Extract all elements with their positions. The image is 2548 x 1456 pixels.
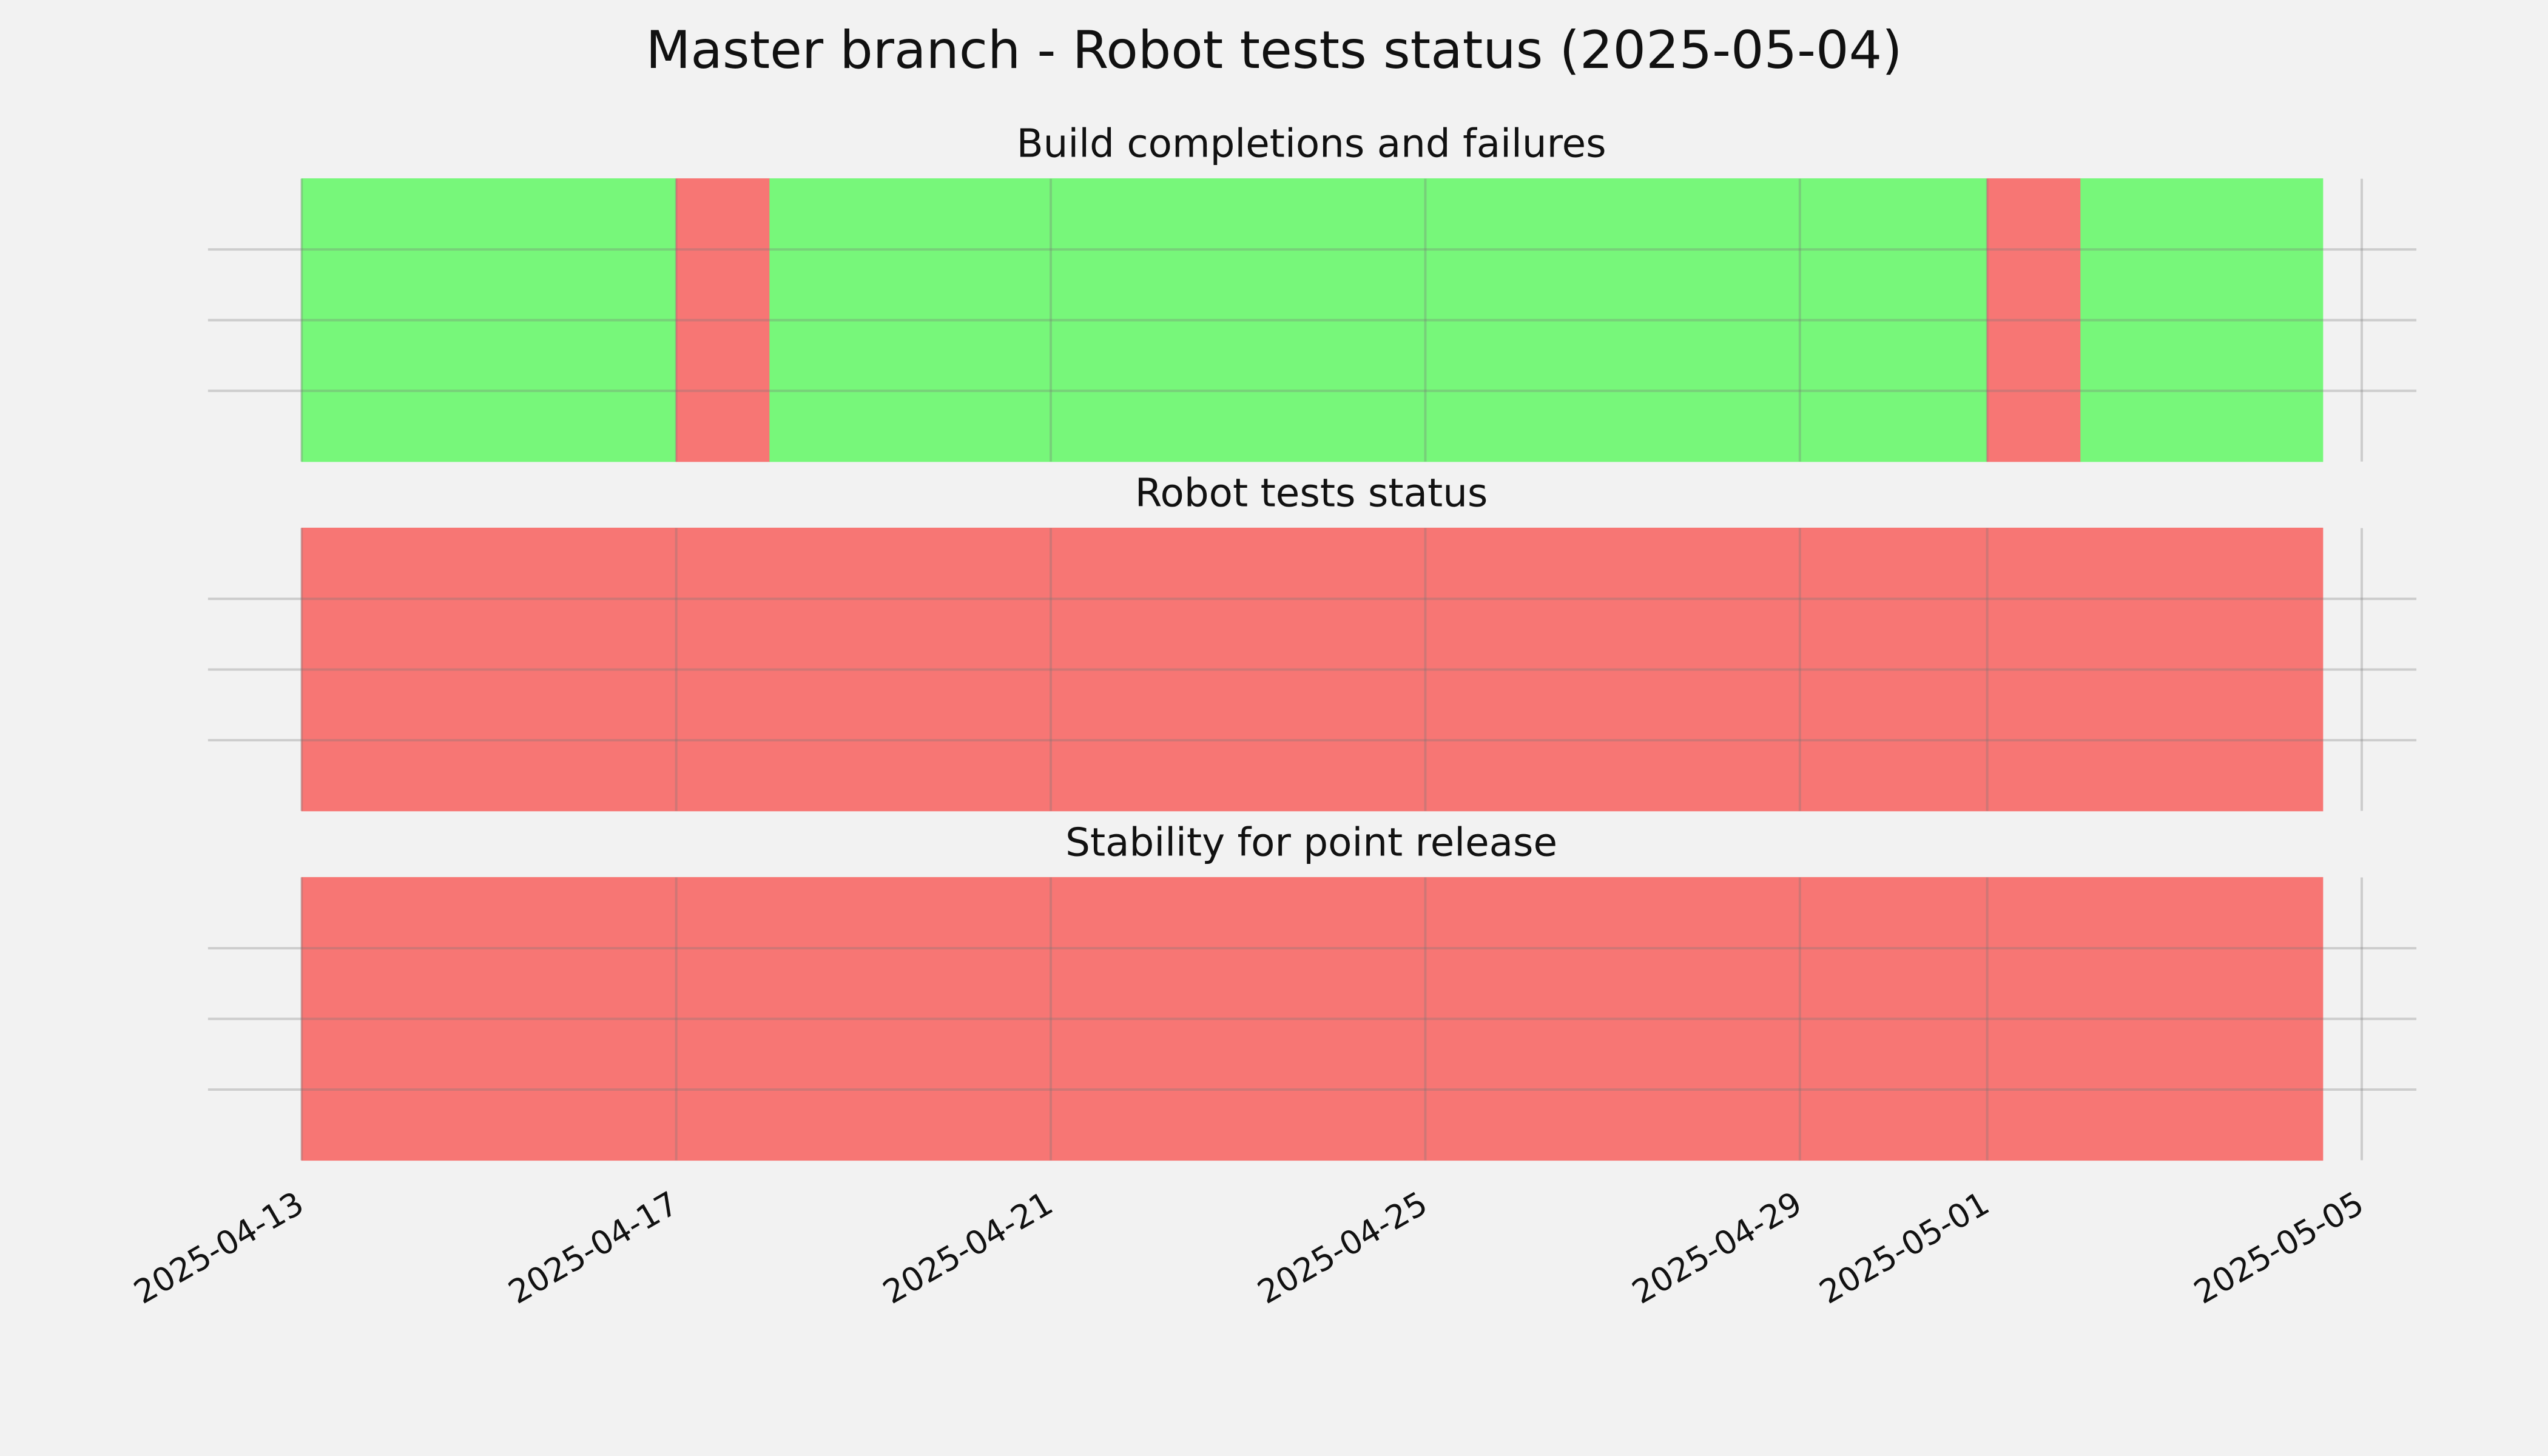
status-segment [769,178,1988,462]
panel-title: Robot tests status [1135,471,1488,516]
status-segment [1986,178,2081,462]
status-segment [301,527,2324,812]
panel-title: Build completions and failures [1017,121,1606,167]
panel-title: Stability for point release [1065,820,1557,865]
status-segment [301,178,677,462]
status-segment [675,178,770,462]
status-segment [301,877,2324,1161]
chart-title: Master branch - Robot tests status (2025… [645,20,1902,81]
status-segment [2080,178,2324,462]
